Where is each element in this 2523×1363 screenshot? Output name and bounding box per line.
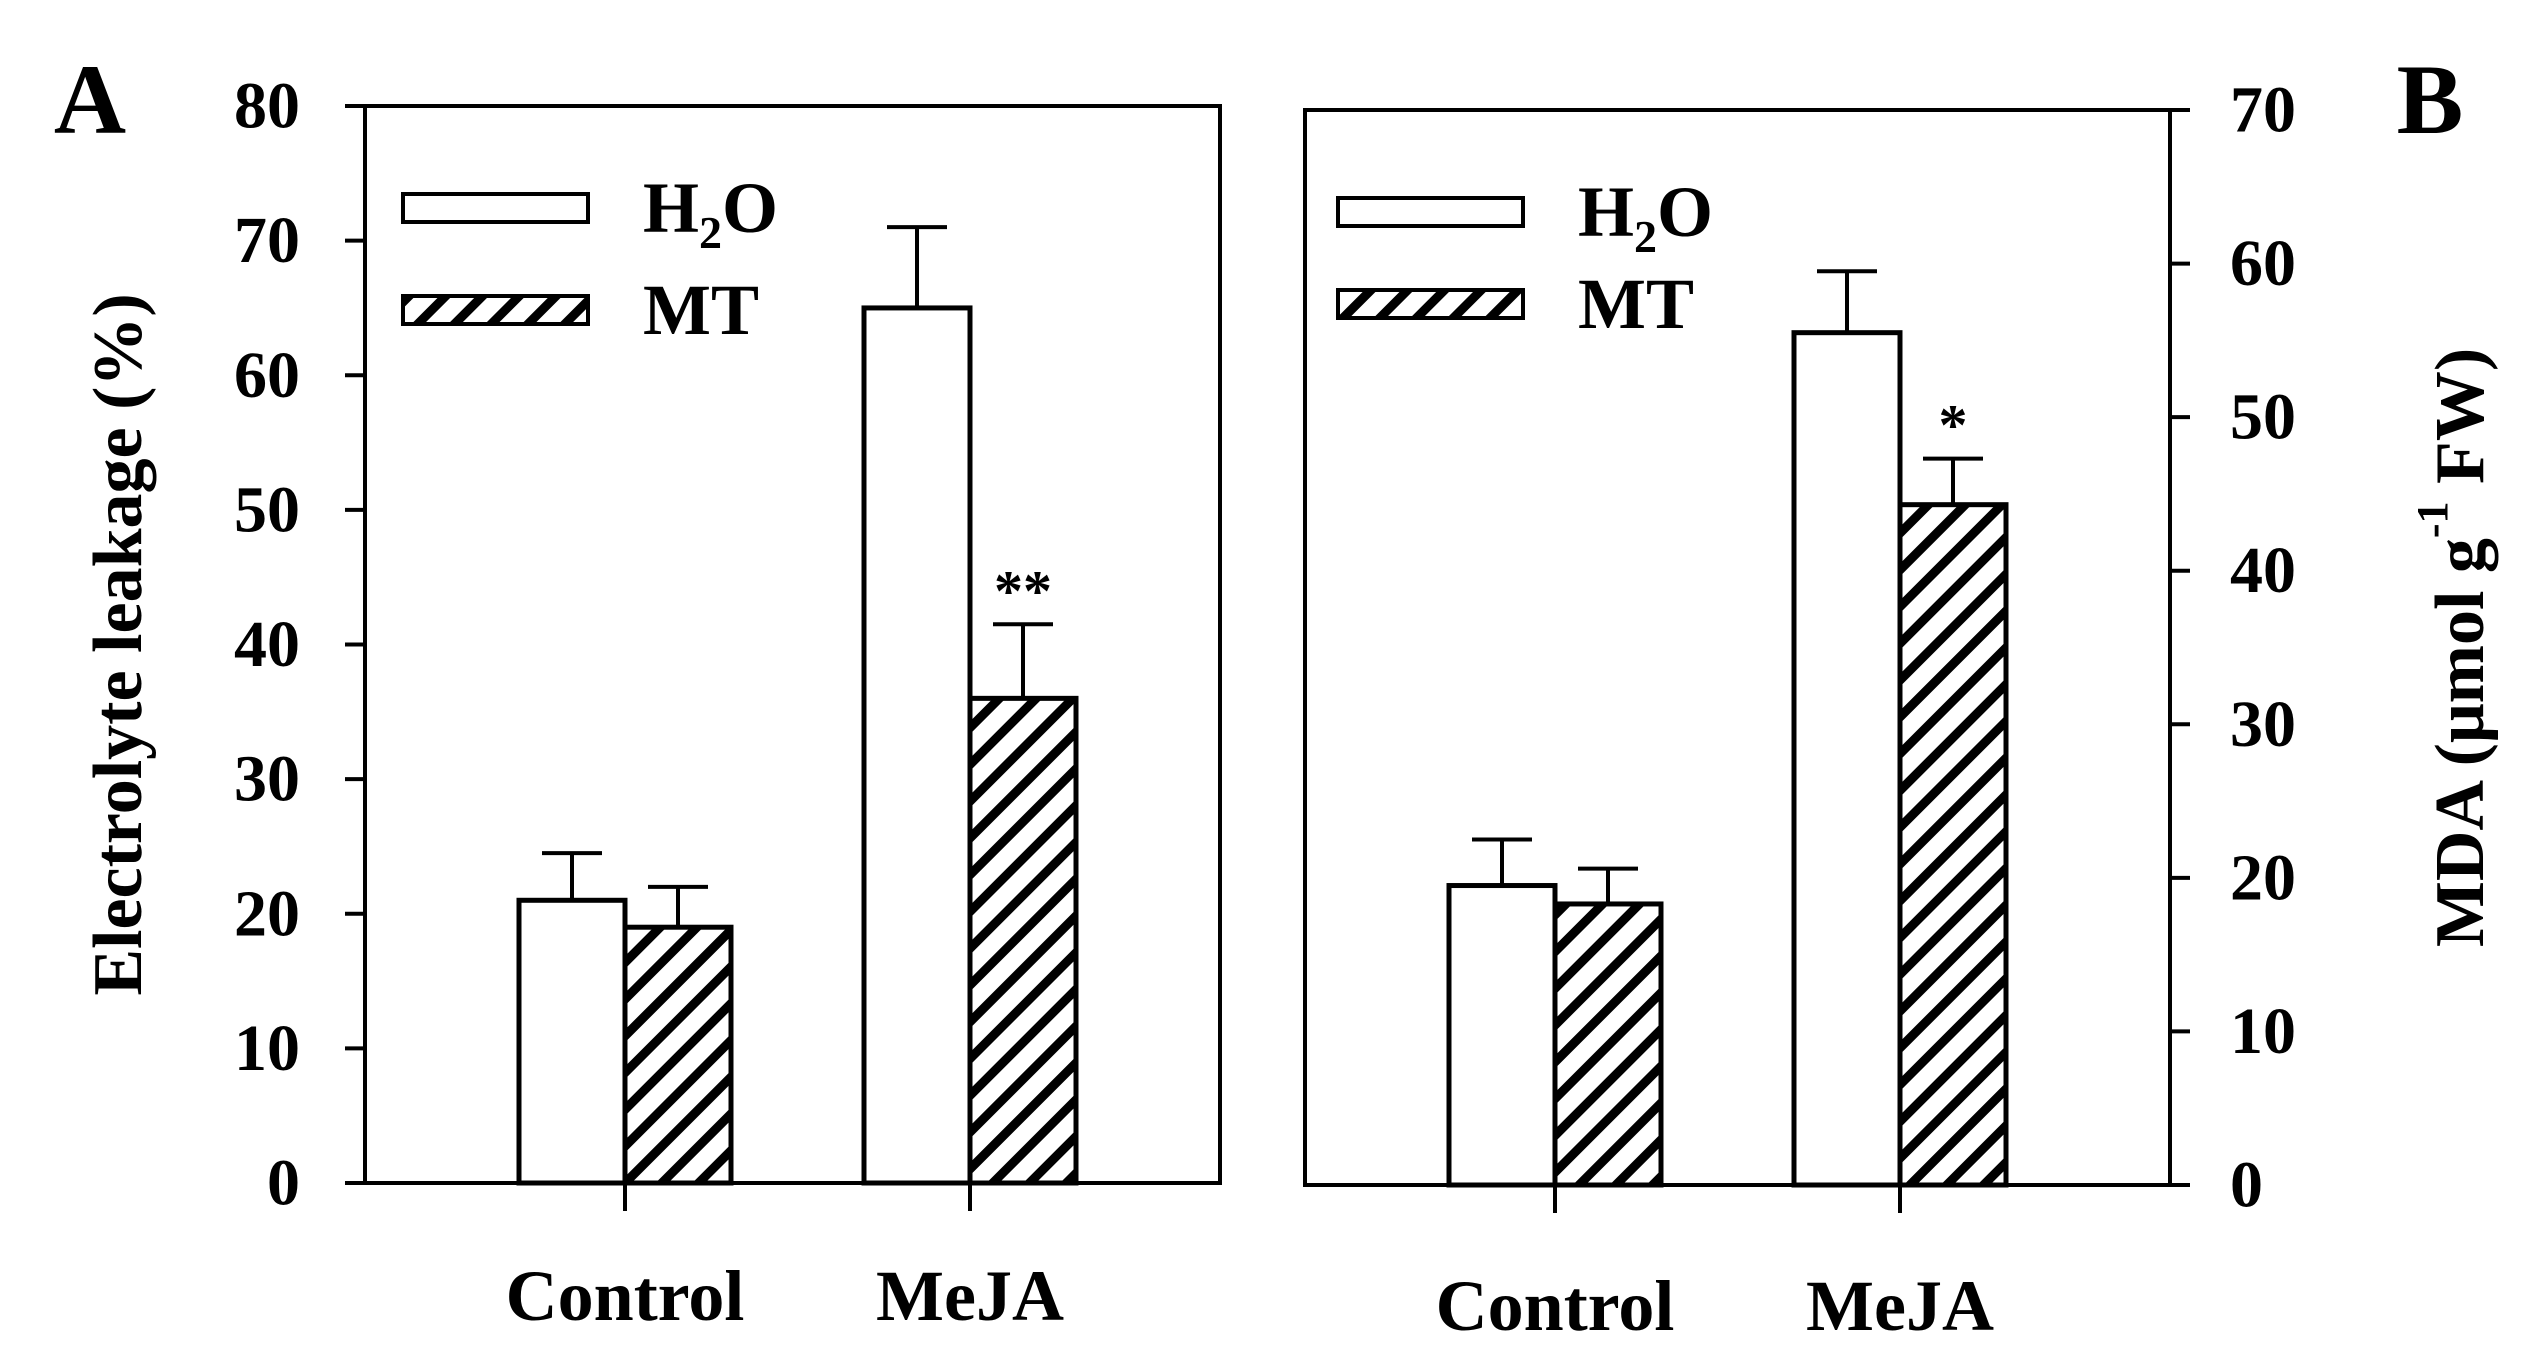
b-y-tick-label: 50 (2230, 381, 2296, 454)
b-y-tick-label: 0 (2230, 1149, 2263, 1222)
b-y-axis-label: MDA (μmol g-1 FW) (2408, 348, 2499, 947)
a-y-tick-label: 80 (234, 70, 300, 143)
a-y-tick-label: 10 (234, 1012, 300, 1085)
a-legend-label-h2o: H2O (643, 168, 778, 258)
a-bar-h2o-meja (861, 305, 973, 1186)
a-significance-marker: ** (994, 558, 1052, 623)
b-y-tick-label: 70 (2230, 74, 2296, 147)
a-legend-label-mt: MT (643, 270, 759, 350)
a-y-tick-label: 20 (234, 877, 300, 950)
b-y-tick-label: 30 (2230, 688, 2296, 761)
a-category-label: Control (506, 1256, 745, 1336)
b-y-tick-label: 20 (2230, 841, 2296, 914)
b-bar-mt-control (1552, 901, 1664, 1188)
a-y-tick-label: 50 (234, 473, 300, 546)
panel-b-chart: B 0 10 20 30 40 50 60 70 MDA (μmol g-1 FW) Control… (1303, 44, 2499, 1346)
a-bar-mt-control (622, 924, 734, 1186)
a-y-tick-label: 0 (267, 1147, 300, 1220)
b-y-tick-label: 10 (2230, 995, 2296, 1068)
a-y-tick-label: 60 (234, 339, 300, 412)
a-bar-h2o-control (516, 897, 628, 1186)
b-legend-swatch-mt (1336, 288, 1525, 320)
b-plot-frame (1303, 108, 2172, 1187)
b-category-label: MeJA (1806, 1266, 1994, 1346)
b-y-tick-label: 40 (2230, 534, 2296, 607)
b-category-label: Control (1436, 1266, 1675, 1346)
a-y-tick-label: 70 (234, 204, 300, 277)
b-bar-h2o-control (1446, 883, 1558, 1188)
a-category-label: MeJA (876, 1256, 1064, 1336)
a-y-tick-label: 40 (234, 608, 300, 681)
a-y-axis-label: Electrolyte leakage (%) (80, 293, 157, 995)
b-panel-label: B (2397, 44, 2464, 155)
b-bar-mt-meja (1897, 502, 2009, 1188)
a-legend-swatch-h2o (401, 192, 590, 224)
panel-a-chart: A 0 10 20 30 40 50 60 70 80 Electrolyte leakage (%… (54, 44, 1222, 1336)
b-legend-swatch-h2o (1336, 196, 1525, 228)
b-legend-label-h2o: H2O (1578, 172, 1713, 262)
b-y-tick-label: 60 (2230, 227, 2296, 300)
a-bar-mt-meja (967, 695, 1079, 1186)
a-y-tick-label: 30 (234, 743, 300, 816)
b-bar-h2o-meja (1791, 330, 1903, 1188)
a-plot-frame (363, 104, 1222, 1185)
a-legend-swatch-mt (401, 294, 590, 326)
b-legend-label-mt: MT (1578, 264, 1694, 344)
a-panel-label: A (54, 44, 126, 155)
b-significance-marker: * (1939, 393, 1968, 458)
